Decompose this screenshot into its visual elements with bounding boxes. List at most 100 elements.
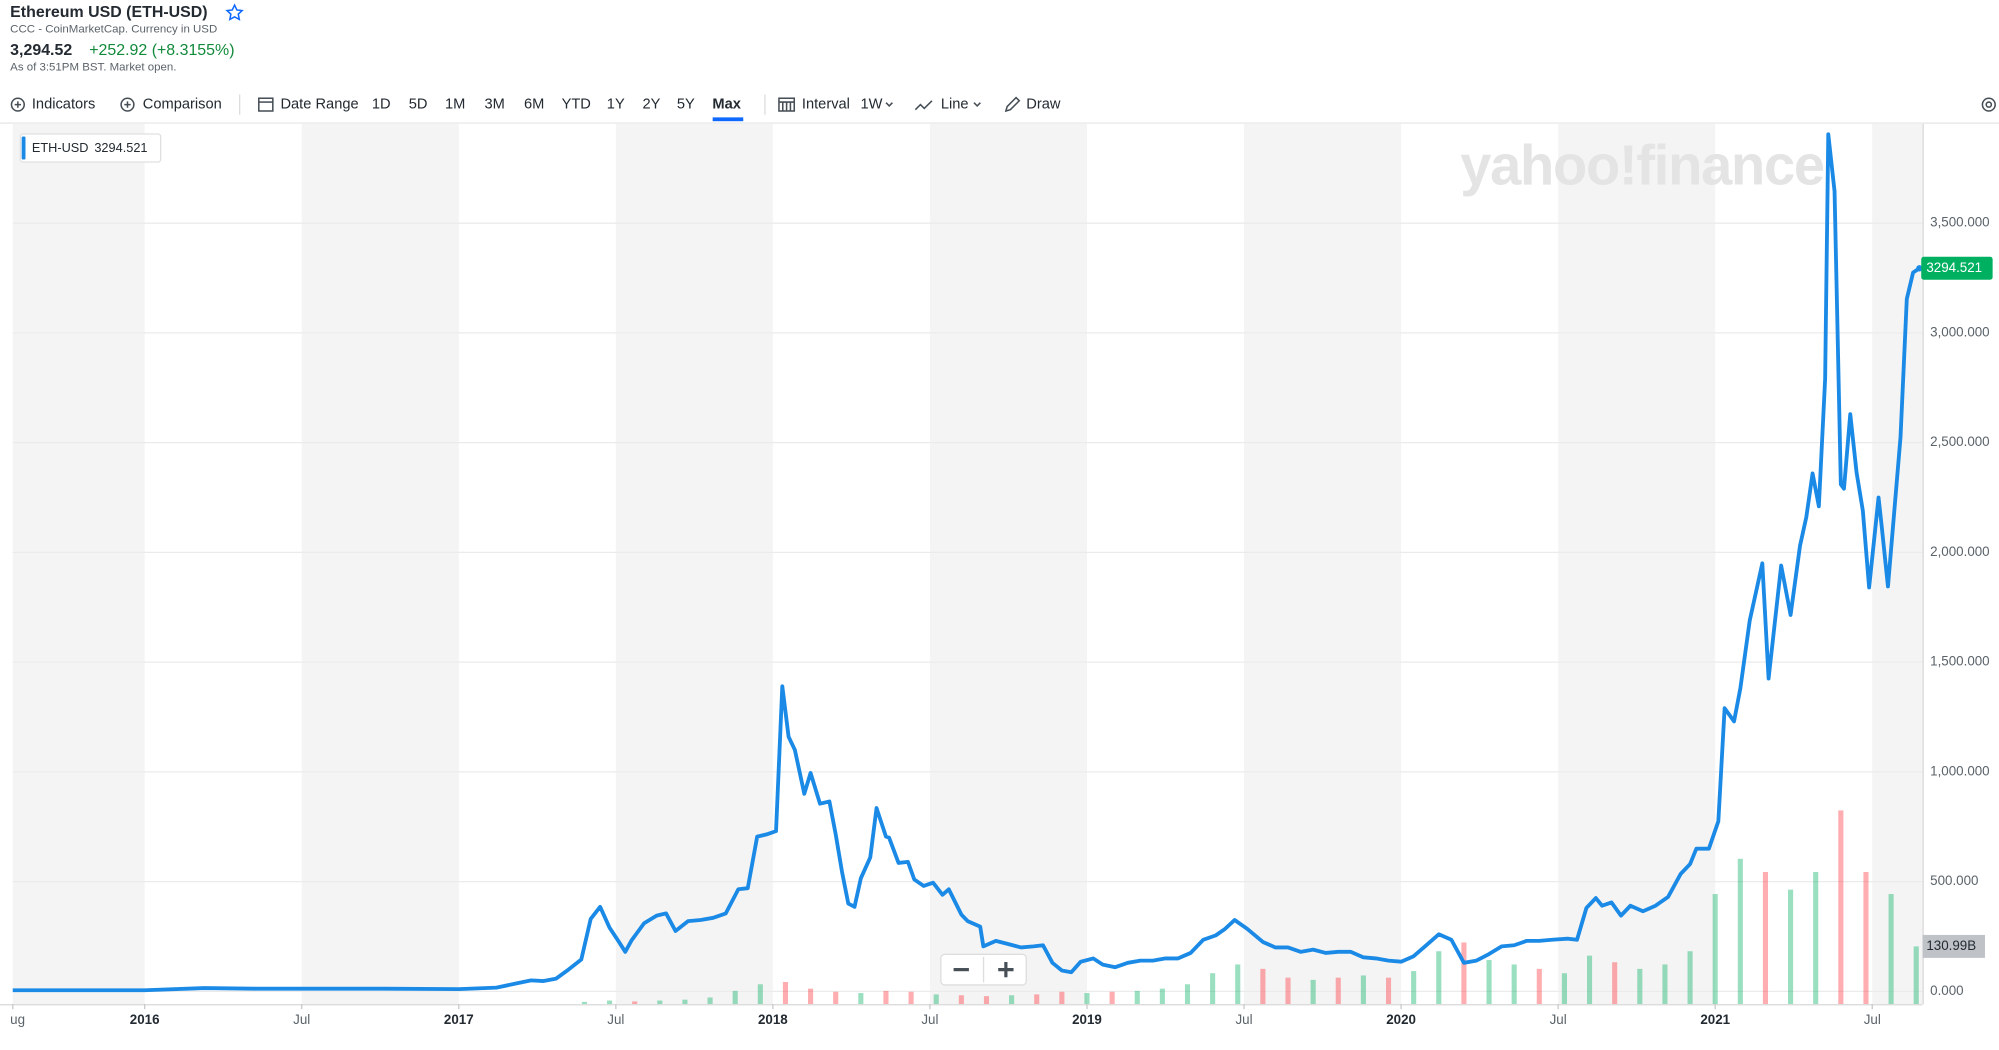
indicators-button[interactable]: Indicators [10,96,95,112]
watchlist-star[interactable] [225,3,244,21]
volume-bar [1863,872,1869,1005]
volume-bar [1888,894,1894,1005]
volume-bar [1084,993,1090,1005]
volume-bar [1360,975,1366,1005]
range-button[interactable]: YTD [562,96,591,112]
volume-bar [1310,979,1316,1005]
volume-bar [1235,964,1241,1005]
volume-bar [958,995,964,1005]
y-tick-label: 3,500.000 [1930,215,1989,230]
x-tick-label: 2016 [130,1012,160,1027]
zoom-in[interactable] [998,961,1014,978]
range-button[interactable]: Max [712,96,741,112]
volume-bar [1561,973,1567,1005]
volume-bar [657,1000,663,1005]
volume-bar [883,990,889,1005]
toolbar: Indicators Comparison Date Range 1D 5D 1M 3… [10,94,1996,122]
date-range-label: Date Range [280,96,358,112]
volume-bar [1536,968,1542,1005]
comparison-button[interactable]: Comparison [120,96,222,112]
price-marker-label: 3294.521 [1926,260,1982,275]
interval-button[interactable]: Interval 1W [778,96,893,112]
price-plot [12,132,1923,993]
volume-bars [581,810,1919,1005]
volume-bar [1134,990,1140,1005]
volume-bar [1687,951,1693,1005]
last-point [1916,265,1923,272]
quote-subtitle: CCC - CoinMarketCap. Currency in USD [10,23,217,35]
volume-bar [632,1001,638,1005]
range-button[interactable]: 1Y [607,96,625,112]
volume-bar [1913,946,1919,1005]
zoom-controls [940,953,1027,986]
y-tick-label: 2,000.000 [1930,544,1989,559]
legend: ETH-USD 3294.521 [19,133,162,163]
volume-bar [1335,977,1341,1005]
volume-bar [858,993,864,1005]
volume-bar [1712,894,1718,1005]
y-tick-label: 1,000.000 [1930,763,1989,778]
x-tick-label: 2020 [1386,1012,1416,1027]
legend-name: ETH-USD [32,140,89,155]
x-tick-label: 2021 [1700,1012,1730,1027]
settings-button[interactable] [1981,97,1996,112]
comparison-label: Comparison [143,96,222,112]
draw-label: Draw [1026,96,1061,112]
x-tick-label: Jul [607,1012,624,1027]
volume-bar [1737,858,1743,1005]
date-range-button[interactable]: Date Range [258,96,359,112]
volume-bar [1285,977,1291,1005]
volume-bar [707,997,713,1005]
period-shade [12,123,145,1005]
volume-bar [1184,984,1191,1005]
y-tick-label: 1,500.000 [1930,654,1989,669]
volume-bar [782,982,788,1005]
draw-button[interactable]: Draw [1004,96,1061,112]
x-tick-label: Jul [293,1012,310,1027]
volume-bar [1385,977,1392,1005]
quote-title: Ethereum USD (ETH-USD) [10,4,207,21]
range-button[interactable]: 5D [409,96,428,112]
period-shade [301,123,459,1005]
range-button[interactable]: 1D [372,96,391,112]
interval-label: Interval [802,96,850,112]
range-button[interactable]: 1M [445,96,465,112]
legend-box [19,133,162,163]
period-shade [615,123,773,1005]
range-button[interactable]: 5Y [677,96,695,112]
x-tick-label: Jul [1864,1012,1881,1027]
volume-marker [1922,934,1985,958]
volume-bar [1637,968,1643,1005]
period-shade [1244,123,1402,1005]
volume-bar [1762,872,1769,1005]
range-button[interactable]: 2Y [642,96,660,112]
y-tick-label: 500.000 [1930,873,1978,888]
range-button[interactable]: 6M [524,96,544,112]
grid [12,222,1923,992]
volume-bar [1059,991,1065,1005]
x-tick-label: Jul [1550,1012,1567,1027]
chart-style-button[interactable]: Line [914,96,981,112]
period-shade [1558,123,1716,1005]
legend-swatch [21,136,26,160]
watermark: yahoo!finance [1460,133,1824,196]
volume-bar [983,996,990,1005]
x-tick-label: Jul [921,1012,938,1027]
range-button[interactable]: 3M [484,96,504,112]
x-tick-label: 2018 [758,1012,788,1027]
axes: 0.000 500.000 1,000.000 1,500.000 2,000.000 2… [0,123,1993,1027]
legend-value: 3294.521 [94,140,147,155]
volume-bar [1436,951,1442,1005]
period-shade [1872,123,1923,1005]
volume-bar [933,994,939,1005]
volume-bar [1411,971,1417,1005]
volume-bar [1034,994,1040,1005]
range-buttons: 1D 5D 1M 3M 6M YTD 1Y 2Y 5Y Max [372,96,742,112]
period-shade [929,123,1087,1005]
volume-bar [1210,973,1216,1005]
x-tick-label: ug [10,1012,25,1027]
x-tick-label: Jul [1235,1012,1252,1027]
volume-bar [1788,889,1794,1005]
